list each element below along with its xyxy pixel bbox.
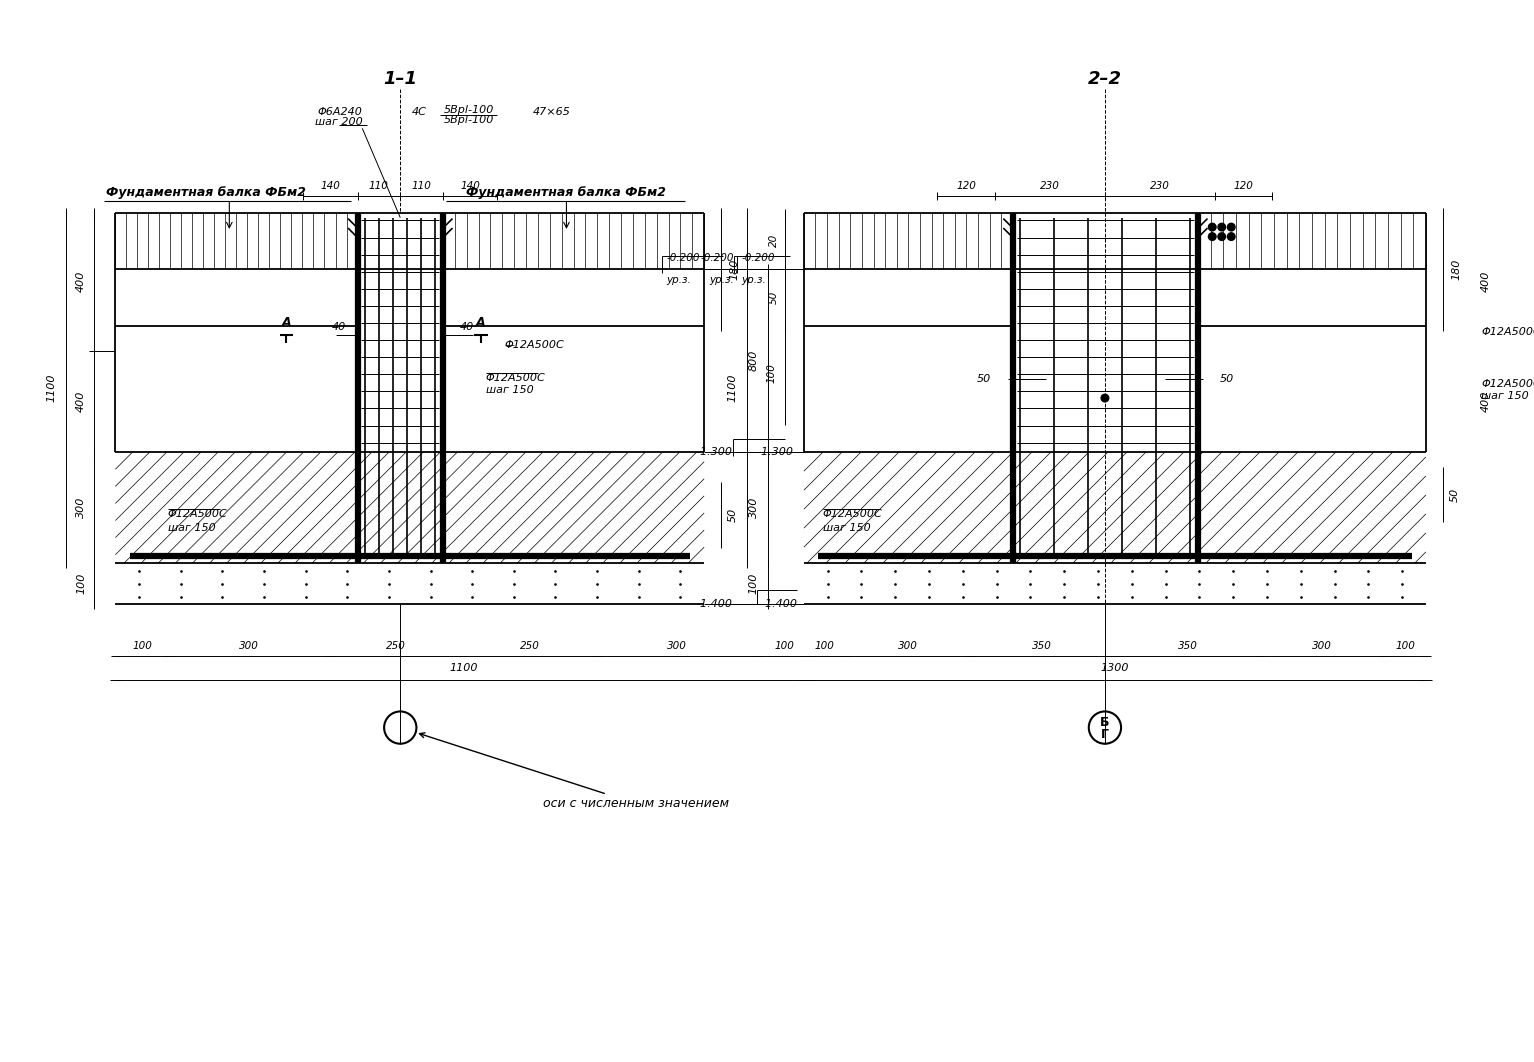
Text: 1–1: 1–1	[384, 70, 417, 88]
Text: 300: 300	[749, 497, 758, 518]
Text: 230: 230	[1150, 182, 1170, 191]
Text: 400: 400	[77, 391, 86, 412]
Text: 800: 800	[749, 349, 758, 372]
Text: ур.з.: ур.з.	[741, 275, 765, 285]
Text: 1100: 1100	[46, 374, 57, 402]
Text: 100: 100	[749, 573, 758, 595]
Text: шаг 200: шаг 200	[314, 117, 362, 126]
Text: 300: 300	[667, 640, 687, 651]
Text: 2–2: 2–2	[1088, 70, 1121, 88]
Circle shape	[1101, 394, 1109, 401]
Text: 5Bpl-100: 5Bpl-100	[443, 105, 494, 116]
Text: A: A	[476, 315, 486, 328]
Text: 300: 300	[77, 497, 86, 518]
Circle shape	[1218, 223, 1226, 230]
Text: Г: Г	[1101, 727, 1109, 740]
Text: 50: 50	[1220, 374, 1233, 384]
Text: Фундаментная балка ФБм2: Фундаментная балка ФБм2	[466, 187, 666, 200]
Text: 100: 100	[1396, 640, 1416, 651]
Text: Φ12A500С: Φ12A500С	[1480, 326, 1534, 337]
Text: 40: 40	[460, 322, 474, 331]
Text: 1300: 1300	[1101, 663, 1129, 672]
Text: -1.300: -1.300	[696, 447, 733, 457]
Text: шаг 150: шаг 150	[486, 386, 534, 395]
Text: 400: 400	[1480, 391, 1491, 412]
Text: 120: 120	[1233, 182, 1253, 191]
Text: 140: 140	[460, 182, 480, 191]
Text: 1100: 1100	[727, 374, 738, 402]
Text: -0.200: -0.200	[666, 253, 700, 263]
Text: 400: 400	[1480, 271, 1491, 292]
Text: -1.400: -1.400	[696, 599, 733, 609]
Text: 100: 100	[132, 640, 152, 651]
Text: ур.з.: ур.з.	[666, 275, 690, 285]
Circle shape	[1218, 233, 1226, 240]
Text: Φ12A500С: Φ12A500С	[1480, 379, 1534, 389]
Text: Φ12A500С: Φ12A500С	[167, 509, 227, 519]
Text: A: A	[281, 315, 291, 328]
Text: 100: 100	[775, 640, 795, 651]
Text: Фундаментная балка ФБм2: Фундаментная балка ФБм2	[106, 187, 305, 200]
Text: 230: 230	[1040, 182, 1060, 191]
Text: 1100: 1100	[449, 663, 477, 672]
Text: 300: 300	[1312, 640, 1332, 651]
Text: 110: 110	[370, 182, 388, 191]
Text: ур.з.: ур.з.	[709, 275, 733, 285]
Text: 140: 140	[321, 182, 341, 191]
Text: 400: 400	[77, 271, 86, 292]
Text: 40: 40	[331, 322, 345, 331]
Text: 50: 50	[727, 508, 738, 523]
Circle shape	[1209, 233, 1216, 240]
Text: 180: 180	[730, 258, 739, 279]
Text: 300: 300	[897, 640, 917, 651]
Text: 120: 120	[956, 182, 976, 191]
Text: шаг 150: шаг 150	[822, 524, 871, 533]
Text: 100: 100	[767, 363, 776, 383]
Text: -1.400: -1.400	[761, 599, 798, 609]
Text: -1.300: -1.300	[758, 447, 793, 457]
Text: 110: 110	[411, 182, 431, 191]
Circle shape	[1227, 233, 1235, 240]
Circle shape	[1209, 223, 1216, 230]
Text: 100: 100	[77, 573, 86, 595]
Text: Φ12A500С: Φ12A500С	[486, 373, 546, 383]
Text: 350: 350	[1178, 640, 1198, 651]
Text: 4С: 4С	[411, 107, 426, 117]
Text: 5Bpl-100: 5Bpl-100	[443, 115, 494, 124]
Text: 20: 20	[769, 234, 778, 247]
Text: 47×65: 47×65	[534, 107, 571, 117]
Circle shape	[1227, 223, 1235, 230]
Text: 350: 350	[1032, 640, 1052, 651]
Text: 300: 300	[239, 640, 259, 651]
Text: 180: 180	[1451, 258, 1462, 279]
Text: 50: 50	[769, 291, 778, 304]
Text: 100: 100	[815, 640, 834, 651]
Text: Φ6A240: Φ6A240	[318, 107, 362, 117]
Text: шаг 150: шаг 150	[167, 524, 215, 533]
Text: 250: 250	[520, 640, 540, 651]
Text: 50: 50	[1450, 487, 1459, 502]
Text: -0.200: -0.200	[741, 253, 775, 263]
Text: шаг 150: шаг 150	[1480, 391, 1529, 401]
Text: оси с численным значением: оси с численным значением	[420, 733, 729, 810]
Text: Б: Б	[1100, 717, 1109, 730]
Text: 50: 50	[977, 374, 991, 384]
Text: Φ12A500С: Φ12A500С	[822, 509, 882, 519]
Text: -0.200: -0.200	[700, 253, 733, 263]
Text: 250: 250	[387, 640, 407, 651]
Text: Φ12A500С: Φ12A500С	[505, 340, 565, 349]
